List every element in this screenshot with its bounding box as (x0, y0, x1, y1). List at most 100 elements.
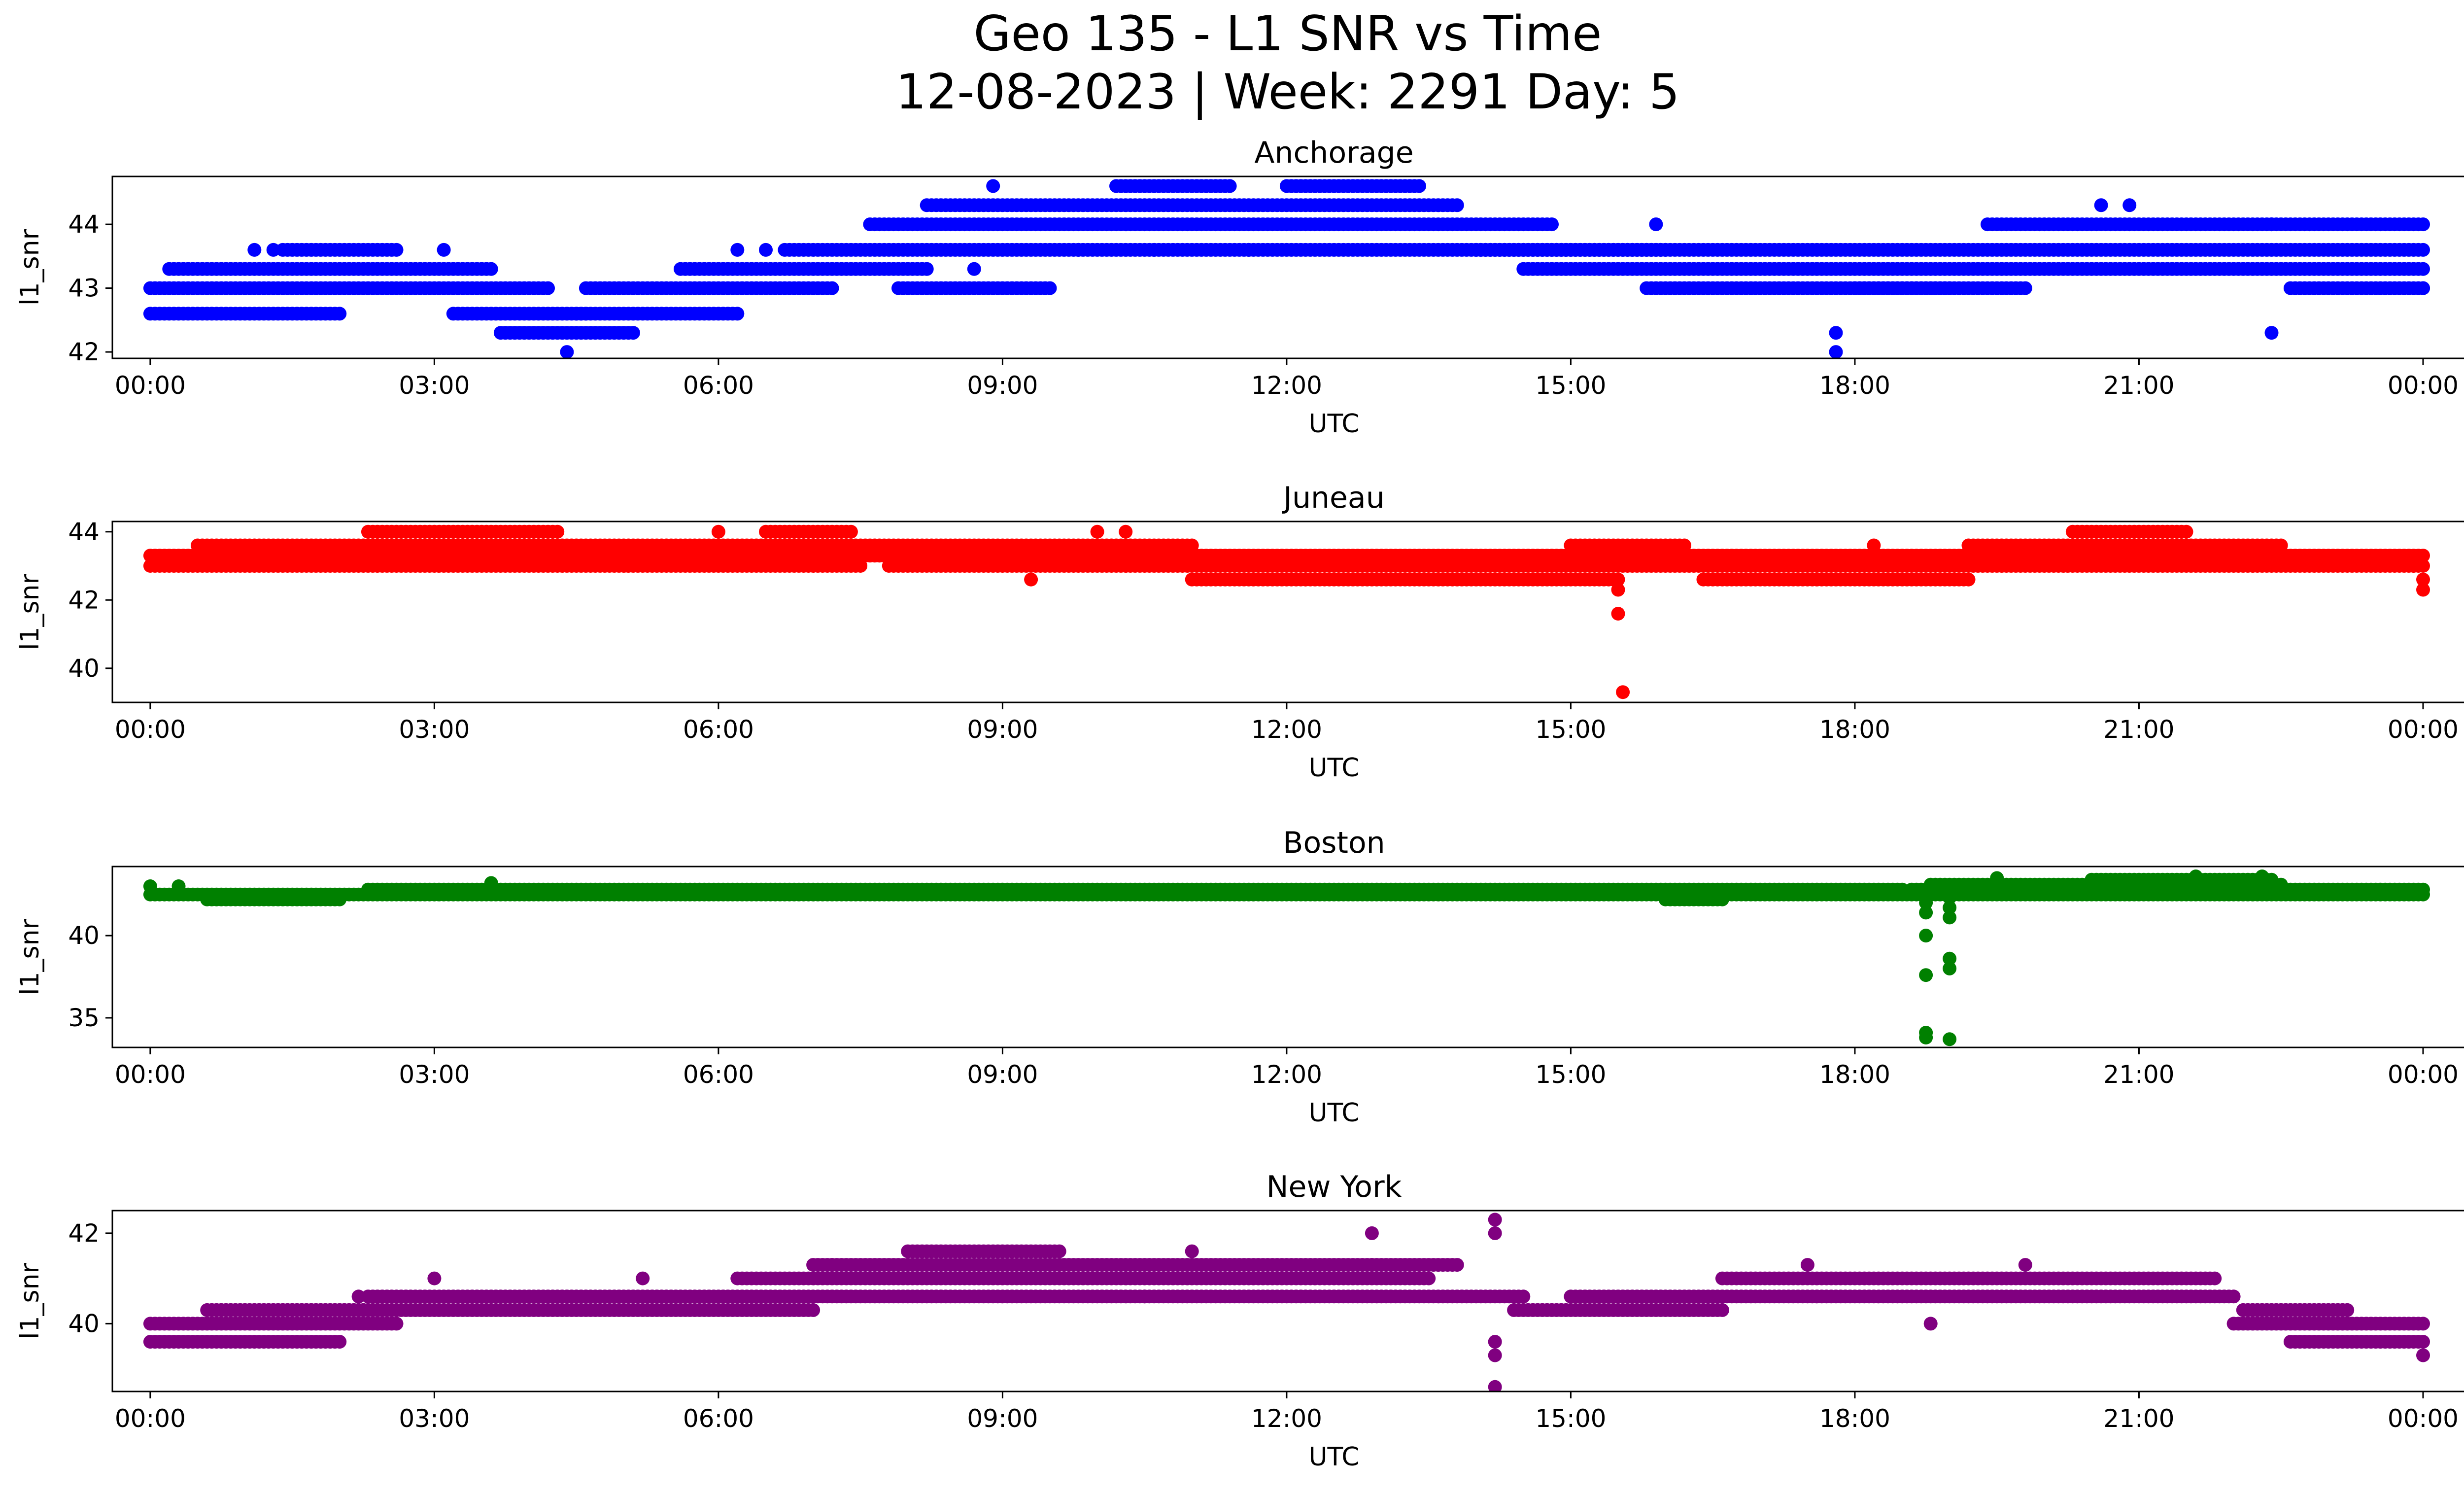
data-point (560, 345, 574, 358)
axes-frame (111, 866, 2464, 1048)
subplot-title: Anchorage (1254, 136, 1413, 170)
data-point (825, 281, 839, 295)
x-tick-label: 21:00 (2103, 1060, 2174, 1089)
data-point (1919, 905, 1933, 920)
data-point (1943, 891, 1957, 905)
data-point (333, 892, 347, 906)
point-band (759, 524, 858, 539)
data-point (967, 262, 981, 276)
data-point (1919, 929, 1933, 943)
data-point (1829, 326, 1843, 340)
y-axis-label: l1_snr (15, 918, 45, 995)
data-point (1990, 871, 2004, 885)
data-point (806, 1303, 821, 1317)
point-band (2085, 872, 2279, 887)
data-point (1242, 243, 1256, 257)
point-band (730, 1271, 1436, 1286)
data-point (1943, 951, 1957, 966)
x-axis-label: UTC (1308, 753, 1359, 783)
data-point (2416, 262, 2430, 276)
subplot-title: Boston (1283, 826, 1385, 860)
data-point (1829, 345, 1843, 358)
x-tick-label: 00:00 (115, 371, 186, 400)
y-tick-label: 43 (68, 274, 100, 303)
data-point (2416, 549, 2430, 563)
point-band (2065, 524, 2193, 539)
axes-frame (111, 175, 2464, 359)
point-band (1848, 281, 1957, 295)
x-axis-label: UTC (1308, 409, 1359, 439)
point-band (1564, 538, 1691, 553)
data-point (1611, 572, 1625, 587)
point-band (191, 538, 1199, 553)
data-point (247, 243, 262, 257)
data-point (266, 243, 280, 257)
data-point (2179, 524, 2193, 539)
point-band (351, 1303, 821, 1317)
x-tick-label: 06:00 (683, 371, 754, 400)
data-point (1545, 217, 1559, 232)
data-point (2264, 326, 2279, 340)
data-point (2274, 538, 2288, 553)
x-tick-label: 18:00 (1819, 715, 1890, 744)
x-tick-label: 18:00 (1819, 1060, 1890, 1089)
data-point (1919, 968, 1933, 982)
data-point (1185, 538, 1199, 553)
data-point (1611, 607, 1625, 621)
data-point (626, 326, 640, 340)
data-point (1943, 281, 1957, 295)
point-band (1516, 262, 2430, 276)
data-point (1516, 1289, 1531, 1304)
x-tick-label: 03:00 (399, 715, 470, 744)
x-tick-label: 15:00 (1535, 371, 1606, 400)
data-point (2018, 281, 2032, 295)
data-point (1422, 1271, 1436, 1286)
x-tick-label: 12:00 (1251, 371, 1322, 400)
y-tick-label: 40 (68, 654, 100, 683)
data-point (2416, 559, 2430, 573)
point-band (1640, 281, 2032, 295)
y-tick-label: 44 (68, 518, 100, 546)
data-point (844, 524, 858, 539)
point-band (920, 198, 1464, 212)
y-tick-label: 35 (68, 1004, 100, 1032)
data-point (1867, 538, 1881, 553)
point-band (569, 307, 745, 321)
data-point (2406, 559, 2421, 573)
figure-title-line1: Geo 135 - L1 SNR vs Time (974, 6, 1602, 62)
figure-title-line2: 12-08-2023 | Week: 2291 Day: 5 (896, 64, 1680, 120)
data-point (920, 262, 934, 276)
data-point (1943, 961, 1957, 975)
point-band (200, 892, 347, 906)
point-band (882, 559, 2430, 573)
data-point (1412, 179, 1426, 193)
point-band (1109, 179, 1237, 193)
data-point (1961, 572, 1976, 587)
data-points (143, 179, 2430, 358)
y-tick-label: 42 (68, 586, 100, 614)
x-tick-label: 21:00 (2103, 371, 2174, 400)
data-point (389, 1317, 404, 1331)
data-point (1611, 583, 1625, 597)
subplot-title: New York (1266, 1170, 1402, 1204)
subplot-title: Juneau (1281, 481, 1384, 515)
data-point (143, 879, 157, 893)
data-point (1299, 572, 1313, 587)
data-point (1147, 243, 1161, 257)
data-points (143, 1213, 2430, 1391)
x-tick-label: 03:00 (399, 1060, 470, 1089)
x-tick-label: 06:00 (683, 715, 754, 744)
data-point (730, 307, 745, 321)
data-point (2416, 217, 2430, 232)
data-point (711, 524, 725, 539)
data-point (484, 262, 498, 276)
data-point (1943, 910, 1957, 925)
point-band (143, 1335, 347, 1349)
x-tick-label: 18:00 (1819, 371, 1890, 400)
data-points (143, 869, 2430, 1046)
data-points (143, 524, 2430, 699)
data-point (2416, 583, 2430, 597)
data-point (1919, 896, 1933, 910)
x-tick-label: 09:00 (967, 715, 1038, 744)
